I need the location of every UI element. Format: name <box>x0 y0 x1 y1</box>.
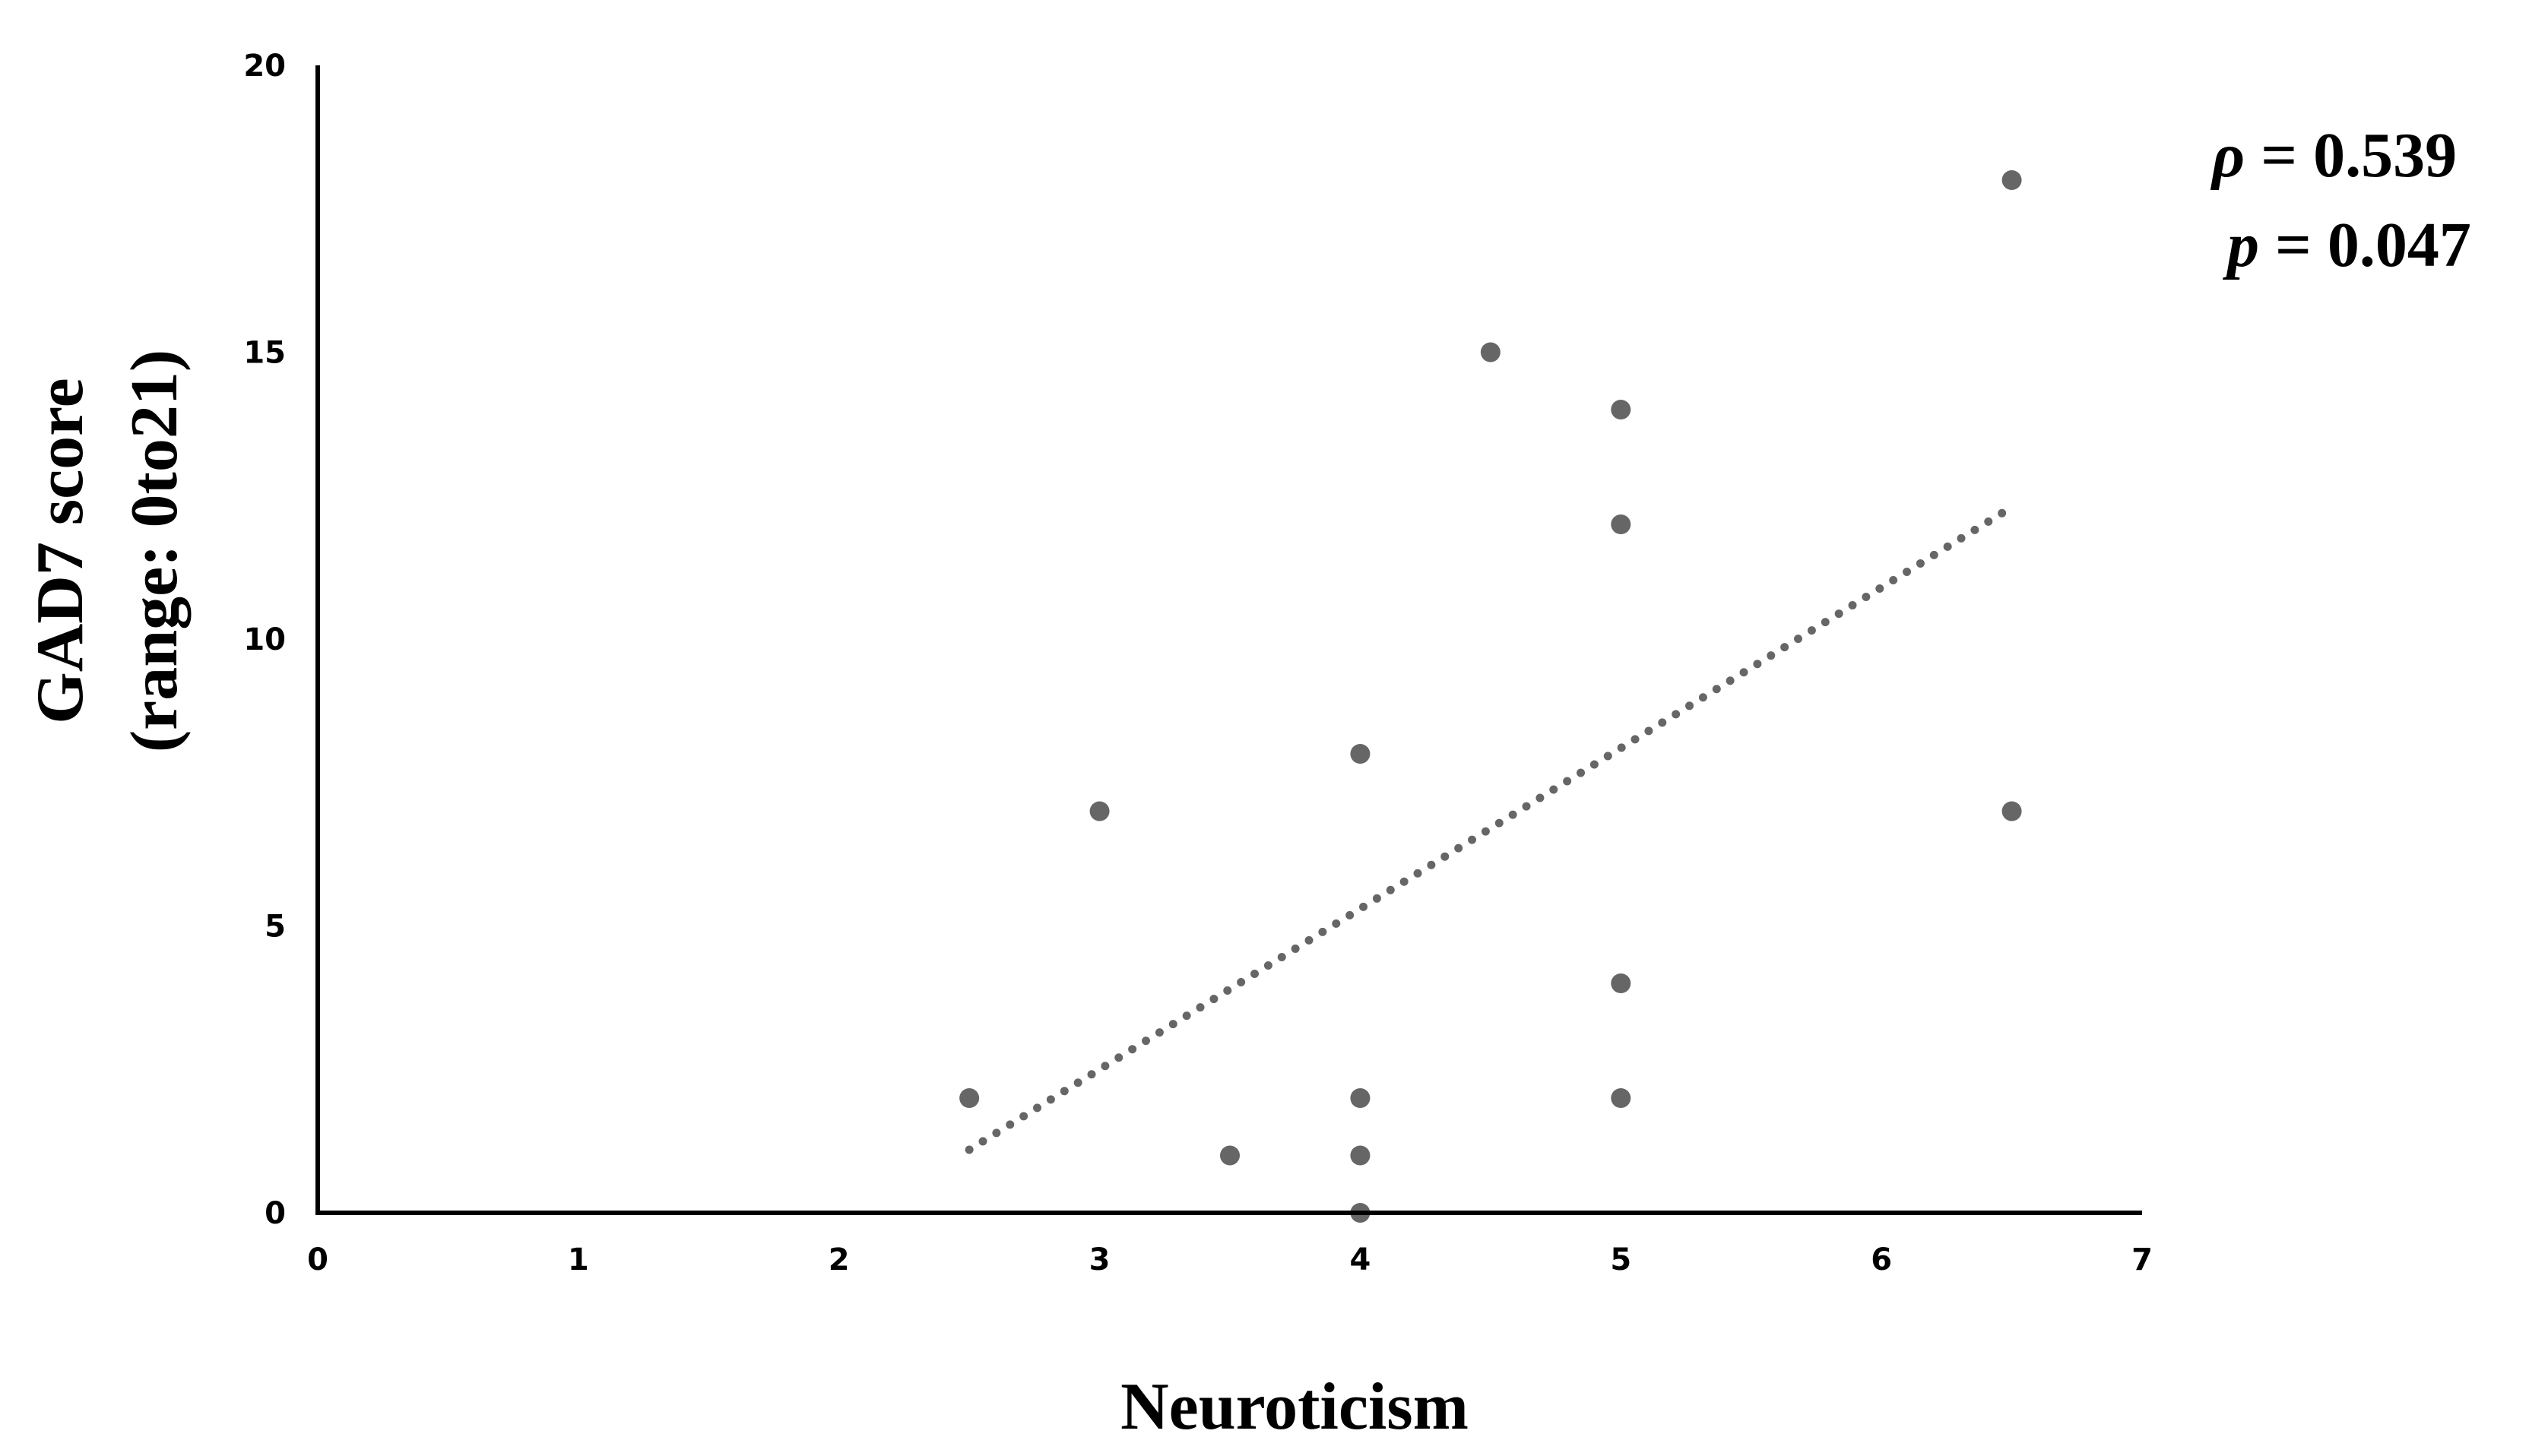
x-tick-label: 6 <box>1871 1242 1892 1277</box>
p-annotation: p = 0.047 <box>2223 210 2471 280</box>
y-axis-title: GAD7 score (range: 0to21) <box>24 350 192 752</box>
x-axis-title: Neuroticism <box>1120 1370 1469 1444</box>
data-point <box>1611 973 1631 993</box>
data-point <box>1611 514 1631 534</box>
data-point <box>1611 400 1631 419</box>
y-axis-title-line-1: GAD7 score <box>24 378 97 723</box>
data-point <box>1220 1145 1240 1166</box>
x-tick-label: 7 <box>2131 1242 2153 1277</box>
y-tick-label: 15 <box>243 336 286 371</box>
x-tick-label: 2 <box>829 1242 850 1277</box>
data-point <box>2001 170 2022 190</box>
data-point <box>2001 801 2022 821</box>
y-tick-label: 10 <box>243 622 286 657</box>
x-tick-label: 5 <box>1610 1242 1631 1277</box>
data-point <box>959 1088 980 1108</box>
y-axis-title-line-2: (range: 0to21) <box>118 350 192 752</box>
rho-annotation: ρ = 0.539 <box>2210 120 2457 191</box>
data-point <box>1611 1088 1631 1108</box>
data-point <box>1350 1145 1371 1166</box>
tick-labels: 0 1 2 3 4 5 6 7 0 5 10 15 20 <box>243 49 2153 1277</box>
data-point <box>1350 744 1371 764</box>
y-tick-label: 20 <box>243 49 286 84</box>
trendline-layer <box>965 502 2017 1154</box>
p-value: = 0.047 <box>2259 210 2471 280</box>
data-points <box>959 170 2022 1223</box>
data-point <box>1089 801 1110 821</box>
correlation-annotation: ρ = 0.539 p = 0.047 <box>2210 120 2471 280</box>
x-tick-label: 0 <box>307 1242 328 1277</box>
y-tick-label: 5 <box>265 910 286 945</box>
data-point <box>1480 342 1501 362</box>
x-tick-label: 3 <box>1089 1242 1111 1277</box>
rho-symbol: ρ <box>2210 120 2245 191</box>
p-symbol: p <box>2223 210 2259 280</box>
y-tick-label: 0 <box>265 1196 286 1231</box>
x-tick-label: 1 <box>568 1242 589 1277</box>
data-point <box>1350 1088 1371 1108</box>
x-tick-label: 4 <box>1350 1242 1371 1277</box>
rho-value: = 0.539 <box>2245 120 2457 191</box>
trendline <box>965 502 2017 1154</box>
